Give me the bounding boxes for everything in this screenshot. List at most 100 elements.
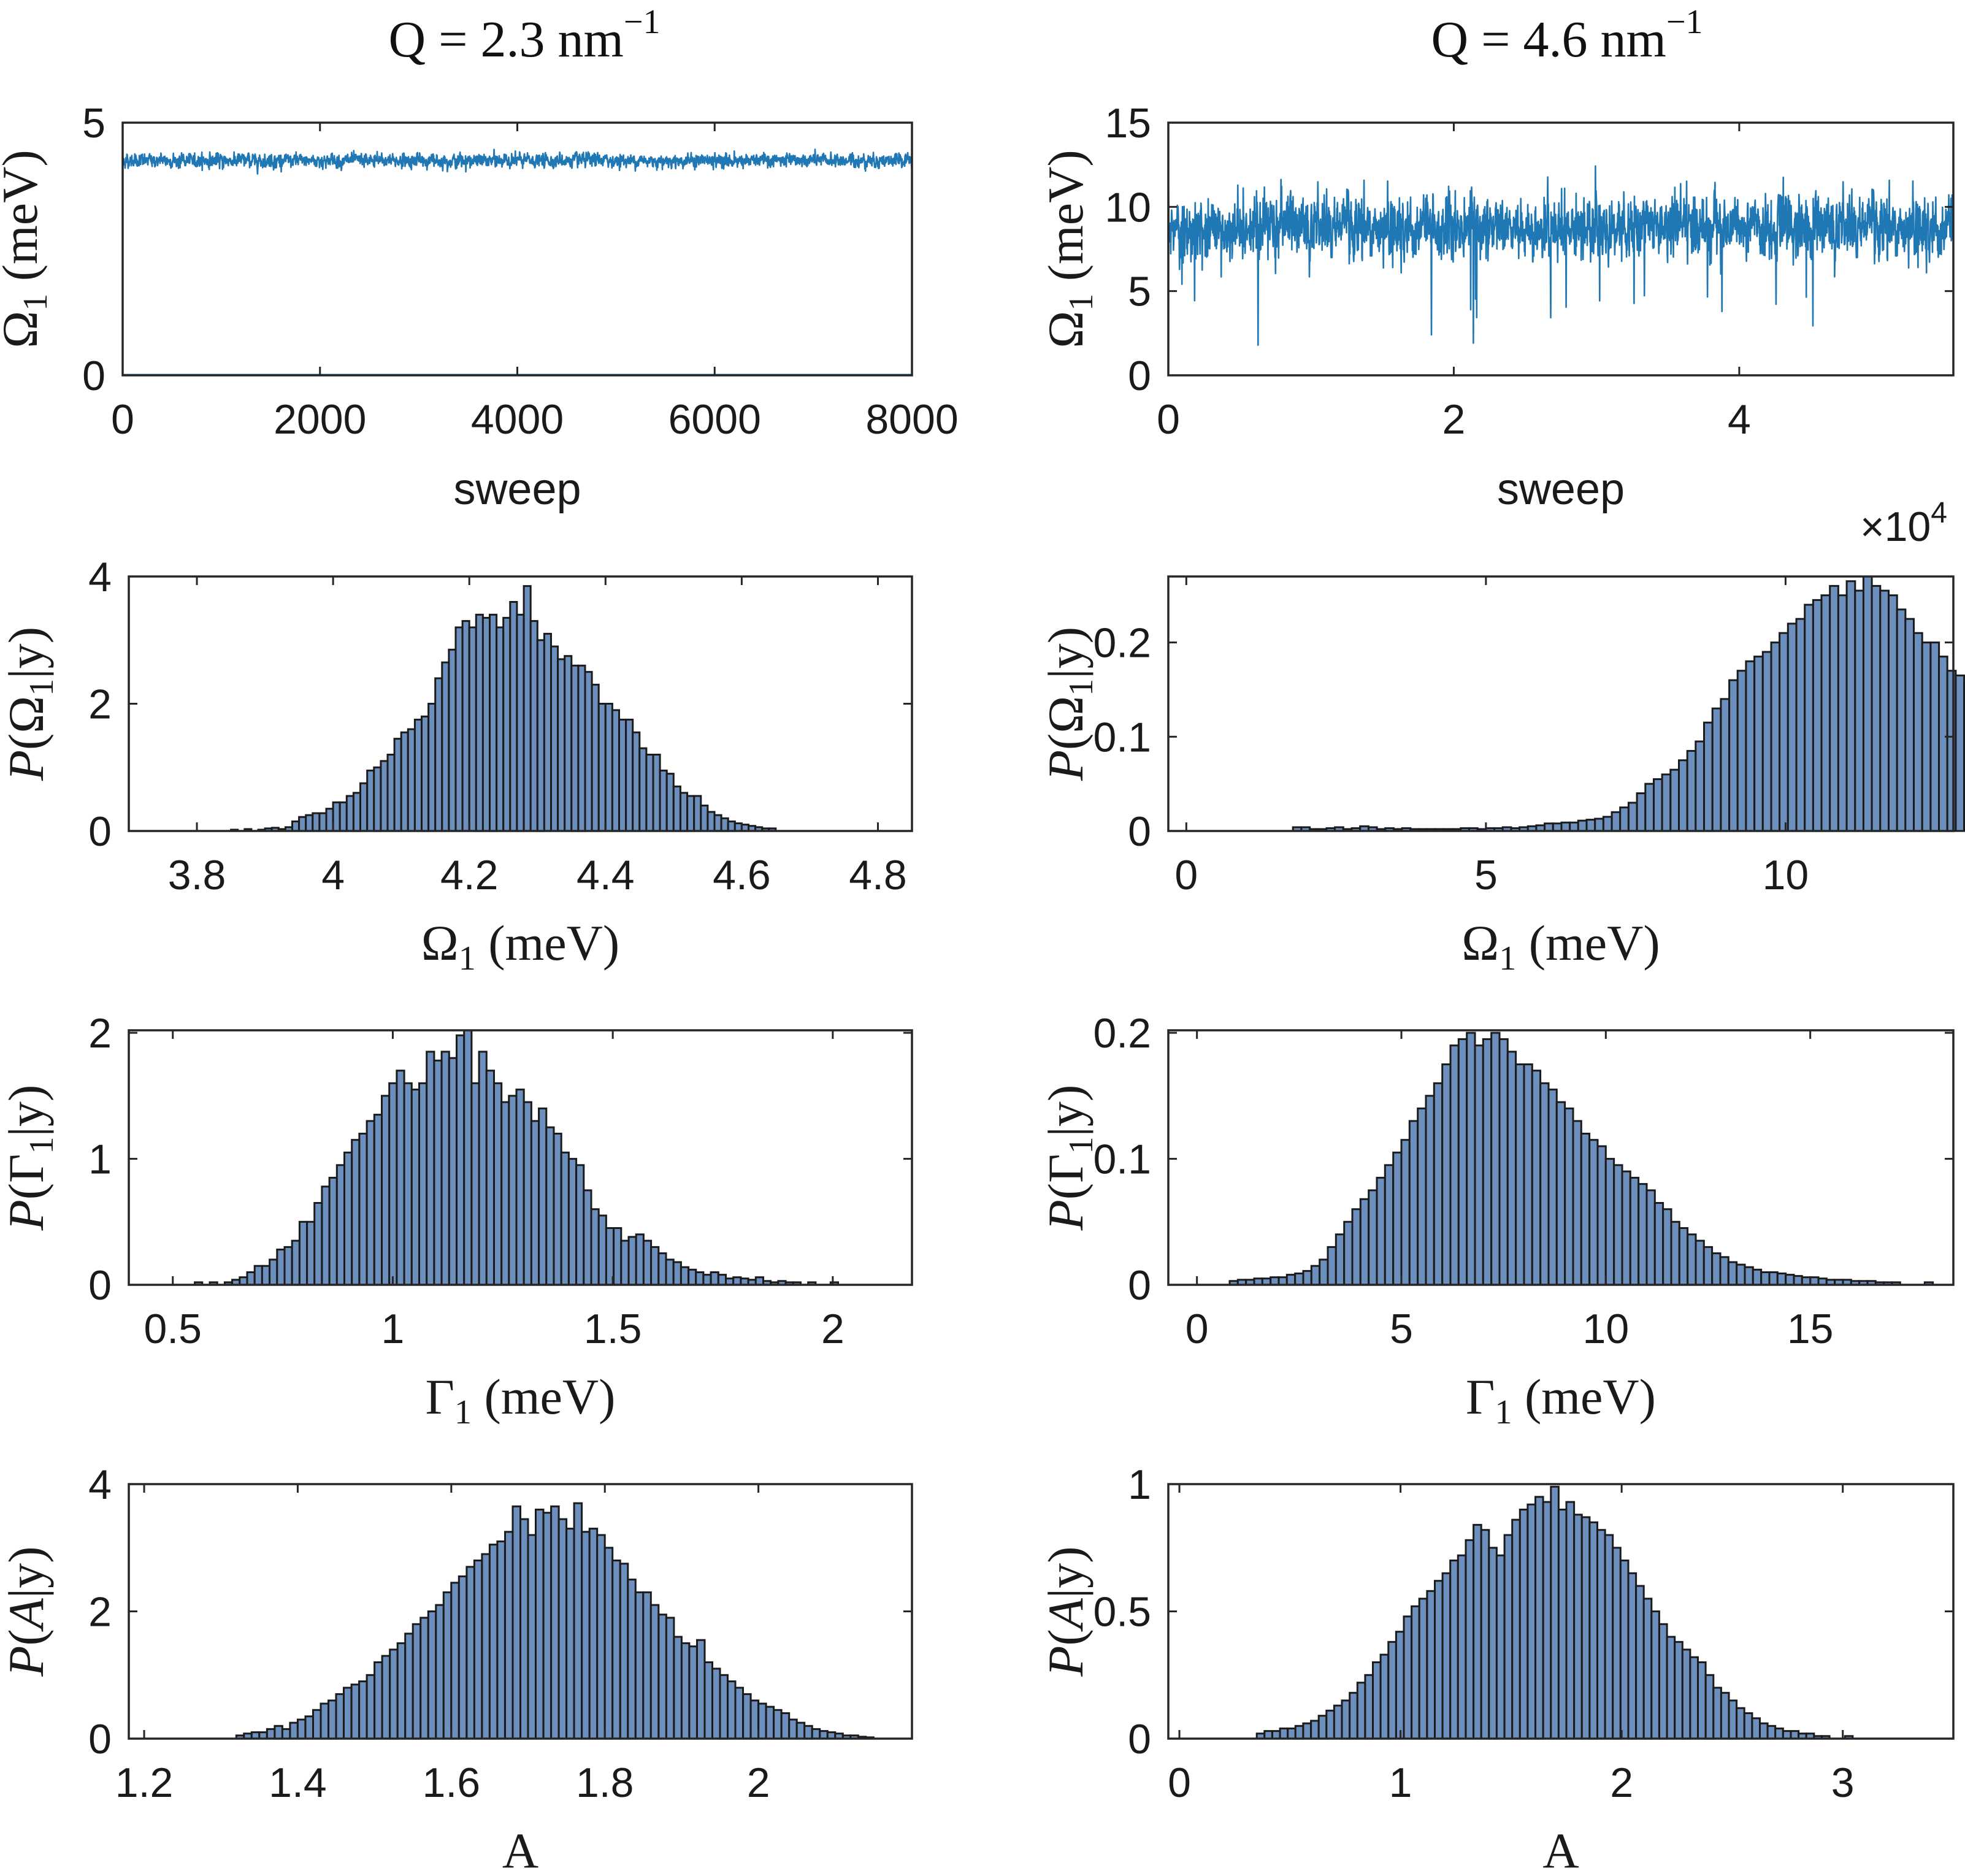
histogram-bar bbox=[312, 1709, 322, 1740]
histogram-bar bbox=[246, 1271, 256, 1286]
histogram-bar bbox=[1795, 618, 1806, 832]
histogram-bar bbox=[1317, 1715, 1328, 1740]
histogram-bar bbox=[1686, 749, 1697, 832]
y-tick-label: 0 bbox=[88, 808, 112, 855]
histogram-bar bbox=[298, 1220, 308, 1286]
histogram-bar bbox=[1650, 1610, 1660, 1740]
title-left: Q = 2.3 nm−1 bbox=[389, 3, 661, 68]
panel-hist-omega-left: 3.8 4 4.2 4.4 4.6 4.8 0 2 4 Ω1 (meV) P(Ω1|y) bbox=[0, 554, 913, 978]
histogram-bar bbox=[1711, 707, 1722, 832]
histogram-bar bbox=[481, 1553, 491, 1740]
histogram-bar bbox=[717, 1274, 727, 1286]
histogram-bar bbox=[1263, 1730, 1273, 1740]
y-tick-label: 0 bbox=[1128, 353, 1151, 399]
histogram-bar bbox=[1752, 1268, 1763, 1286]
histogram-bar bbox=[1604, 1158, 1615, 1286]
histogram-bar bbox=[1753, 656, 1764, 832]
histogram-bar bbox=[732, 1276, 742, 1286]
x-tick-label: 2 bbox=[821, 1306, 845, 1352]
histogram-bar bbox=[351, 1139, 361, 1286]
histogram-bar bbox=[1604, 1534, 1614, 1740]
histogram-bar bbox=[1457, 1554, 1467, 1740]
x-tick-label: 4.6 bbox=[713, 852, 771, 898]
histogram-bar bbox=[1812, 599, 1823, 832]
axes-box bbox=[128, 1029, 913, 1286]
histogram-bar bbox=[1720, 698, 1731, 832]
histogram-bar bbox=[530, 1120, 540, 1286]
histogram-bar bbox=[581, 1531, 591, 1740]
histogram-bar bbox=[688, 1645, 698, 1740]
x-axis-label: Γ1 (meV) bbox=[1466, 1369, 1656, 1431]
histogram-bar bbox=[590, 1208, 600, 1286]
trace-line bbox=[1167, 165, 1955, 346]
panel-hist-omega-right: 0 5 10 0 0.1 0.2 Ω1 (meV) P(Ω1|y) bbox=[1038, 575, 1965, 978]
histogram-bar bbox=[298, 816, 307, 832]
histogram-bar bbox=[659, 769, 668, 832]
histogram-bar bbox=[320, 1702, 329, 1740]
histogram-bar bbox=[345, 795, 354, 832]
histogram-bar bbox=[1946, 670, 1957, 832]
histogram-bar bbox=[1594, 817, 1604, 832]
histogram-bar bbox=[634, 1591, 645, 1740]
histogram-bar bbox=[1711, 1252, 1722, 1286]
x-tick-label: 3.8 bbox=[168, 852, 226, 898]
histogram-bar bbox=[620, 1239, 630, 1286]
y-tick-label: 0.2 bbox=[1093, 1010, 1151, 1057]
histogram-bar bbox=[1519, 1509, 1529, 1740]
histogram-bar bbox=[1449, 1560, 1459, 1740]
histogram-bar bbox=[388, 1082, 398, 1286]
histogram-bar bbox=[352, 792, 362, 832]
histogram-bar bbox=[1372, 1661, 1382, 1740]
histogram-bar bbox=[1319, 1258, 1329, 1286]
y-tick-label: 0 bbox=[1128, 808, 1151, 855]
histogram-bar bbox=[312, 812, 321, 832]
histogram-bar bbox=[1534, 1496, 1544, 1740]
histogram-bar bbox=[535, 1509, 545, 1740]
histogram-bar bbox=[1480, 1529, 1490, 1740]
histogram-bar bbox=[650, 1246, 660, 1286]
panel-hist-a-right: 0 1 2 3 0 0.5 1 A P(A|y) bbox=[1038, 1461, 1955, 1876]
histogram-bar bbox=[266, 1728, 276, 1740]
histogram-bar bbox=[642, 1239, 653, 1286]
histogram-bar bbox=[1666, 1636, 1676, 1740]
histogram-bar bbox=[1395, 1631, 1405, 1740]
histogram-bar bbox=[1661, 773, 1672, 832]
histogram-bar bbox=[366, 1120, 375, 1286]
x-tick-label: 0 bbox=[1174, 852, 1198, 898]
histogram-bar bbox=[1674, 1641, 1683, 1740]
histogram-bar bbox=[1392, 1151, 1403, 1286]
histogram-bar bbox=[1449, 1044, 1460, 1286]
histogram-bar bbox=[1341, 1699, 1351, 1740]
axes-box bbox=[1167, 121, 1955, 377]
histogram-bar bbox=[695, 1271, 705, 1286]
histogram-bar bbox=[1552, 822, 1563, 832]
histogram-bar bbox=[1426, 1590, 1436, 1740]
histogram-bar bbox=[1743, 1712, 1753, 1740]
y-tick-label: 4 bbox=[88, 1461, 112, 1508]
histogram-bar bbox=[1782, 1730, 1792, 1740]
histogram-bar bbox=[625, 718, 634, 832]
histogram-bar bbox=[1294, 1725, 1304, 1740]
histogram-bar bbox=[1547, 1089, 1558, 1286]
histogram-bar bbox=[688, 1268, 697, 1286]
histogram-bar bbox=[1602, 816, 1613, 832]
histogram-bar bbox=[1736, 1707, 1745, 1740]
histogram-bar bbox=[380, 760, 389, 832]
histogram-bar bbox=[1745, 660, 1756, 832]
histogram-bar bbox=[1751, 1717, 1761, 1740]
histogram-bar bbox=[407, 728, 416, 832]
histogram-bar bbox=[1585, 819, 1596, 832]
histogram-bar bbox=[536, 639, 545, 832]
histogram-bar bbox=[511, 1505, 521, 1740]
histogram-bar bbox=[1564, 1107, 1574, 1286]
histogram-bar bbox=[1736, 670, 1747, 832]
histogram-bar bbox=[1642, 1598, 1653, 1740]
histogram-bar bbox=[239, 1276, 248, 1286]
histogram-bar bbox=[757, 1702, 767, 1740]
x-tick-label: 4000 bbox=[471, 396, 564, 443]
histogram-bar bbox=[702, 1274, 712, 1286]
histogram-bar bbox=[619, 1563, 629, 1740]
histogram-bar bbox=[527, 1534, 537, 1740]
histogram-bar bbox=[435, 1604, 445, 1740]
histogram-bar bbox=[1627, 1572, 1638, 1740]
